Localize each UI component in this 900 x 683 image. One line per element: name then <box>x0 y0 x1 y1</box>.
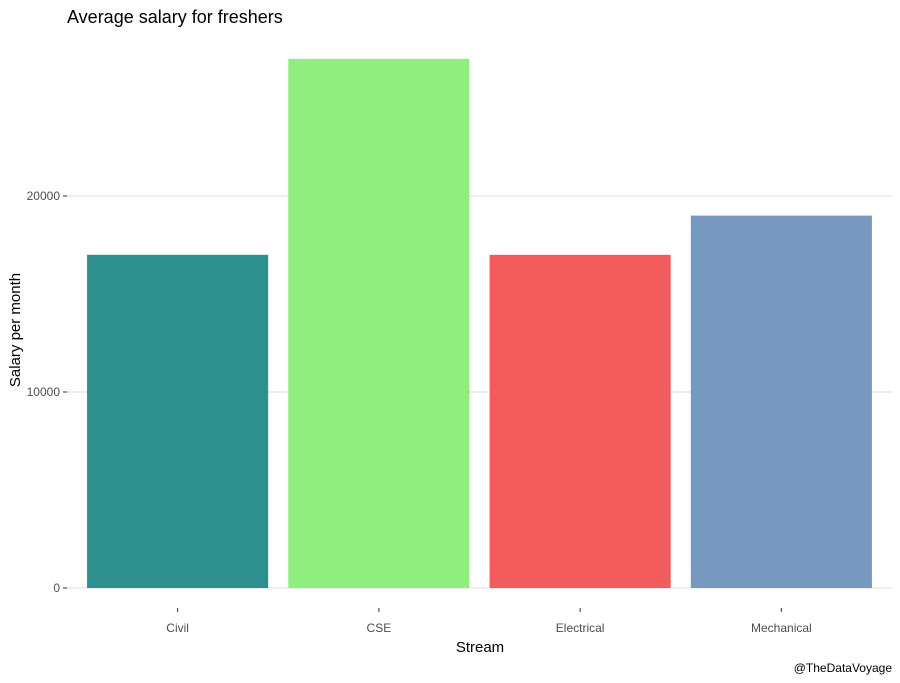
x-axis-title: Stream <box>456 639 504 656</box>
x-axis-ticks: Civil CSE Electrical Mechanical <box>166 608 812 635</box>
x-tick-label-civil: Civil <box>166 621 189 635</box>
bar-mechanical <box>690 215 872 588</box>
bar-cse <box>288 58 470 589</box>
bars <box>87 58 872 589</box>
y-tick-label: 10000 <box>27 385 61 399</box>
chart-title: Average salary for freshers <box>67 7 283 27</box>
y-axis-title: Salary per month <box>7 273 24 387</box>
chart-caption: @TheDataVoyage <box>794 661 893 675</box>
y-tick-label: 20000 <box>27 189 61 203</box>
x-tick-label-cse: CSE <box>367 621 392 635</box>
x-tick-label-electrical: Electrical <box>556 621 605 635</box>
x-tick-label-mechanical: Mechanical <box>751 621 812 635</box>
y-tick-label: 0 <box>53 581 60 595</box>
y-axis-ticks: 0 10000 20000 <box>27 189 67 595</box>
bar-electrical <box>489 254 671 589</box>
bar-civil <box>87 254 269 589</box>
